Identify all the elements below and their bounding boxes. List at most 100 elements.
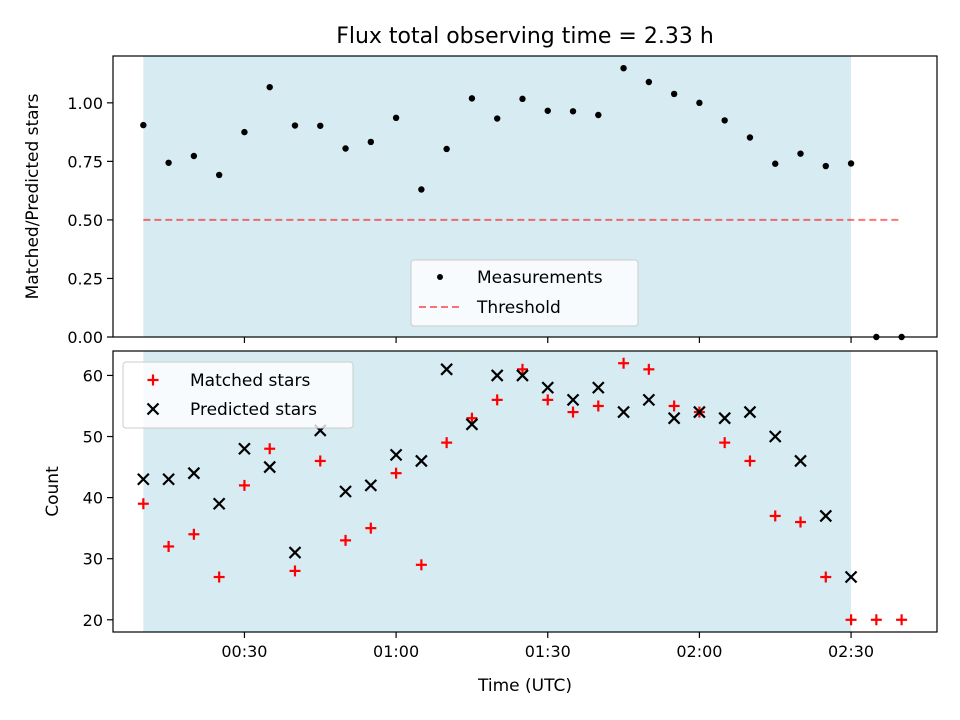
predicted-star-point [238,442,251,456]
matched-star-point [870,614,882,626]
matched-star-point [163,540,175,552]
measurement-point [670,90,678,98]
predicted-star-point-b [743,405,757,419]
top-legend-box [410,259,639,327]
legend-matched-glyph [147,374,159,386]
measurement-point [317,122,324,129]
matched-star-point [340,534,352,546]
predicted-star-point [137,473,150,486]
matched-star-point [264,443,276,455]
measurement-point [392,114,400,122]
legend-measurements-marker [437,274,443,280]
bottom-xtick-label: 01:30 [525,642,571,661]
measurement-point [266,83,273,91]
measurement-point [746,134,754,141]
predicted-star-point-b [642,393,656,407]
predicted-star-point-b [415,454,428,468]
bottom-xtick-label: 01:00 [373,642,419,661]
predicted-star-point-b [617,405,630,419]
predicted-star-point-b [794,454,807,468]
top-legend: Measurements Threshold [410,259,639,327]
bottom-x-axis-label: Time (UTC) [477,676,572,696]
measurement-point [544,107,551,114]
bottom-y-ticks: 20 30 40 50 60 [83,366,113,630]
measurement-point [696,99,703,107]
predicted-star-point [490,369,504,382]
predicted-star-point [389,448,403,462]
matched-star-point [719,437,731,449]
bottom-xtick-label: 02:30 [828,642,874,661]
predicted-star-point-b [667,411,681,425]
matched-star-point [769,510,781,522]
predicted-star-point [288,546,302,559]
measurement-point [645,78,653,86]
predicted-star-point-b [288,546,302,559]
matched-star-point [668,400,680,412]
predicted-star-point [667,411,681,425]
predicted-star-point [743,405,757,419]
measurement-point [418,186,425,193]
matched-star-point [542,394,554,406]
predicted-star-point-b [516,369,529,382]
predicted-star-point-b [263,460,276,474]
bottom-y-axis-label: Count [43,466,63,517]
measurement-point [847,160,855,167]
matched-star-point [289,565,301,577]
bottom-xtick-label: 00:30 [221,642,267,661]
matched-star-point [466,412,478,424]
legend-predicted-marker [146,402,160,416]
predicted-star-point [642,393,656,407]
legend-predicted-label: Predicted stars [190,400,317,420]
predicted-star-point-b [465,418,479,431]
measurement-point [367,138,375,146]
legend-matched-marker [147,374,159,386]
measurement-point [569,108,577,115]
measurement-point [468,95,476,102]
predicted-star-point [617,405,630,419]
bottom-axes-frame [112,350,938,633]
measurement-point [443,145,450,153]
matched-star-point [188,528,200,540]
top-axes-frame [112,55,938,338]
bottom-ytick-label: 40 [83,489,103,508]
predicted-star-point-b [768,430,782,443]
predicted-star-point [465,418,479,431]
top-ytick-label: 0.25 [67,269,103,288]
matched-star-point [415,559,427,571]
predicted-star-point [844,570,858,584]
matched-star-point [567,406,579,418]
predicted-star-point [794,454,807,468]
figure-title: Flux total observing time = 2.33 h [336,24,714,49]
measurement-point [493,115,501,122]
matched-star-point [820,571,832,583]
matched-star-point [365,522,377,534]
predicted-star-point [263,460,276,474]
bottom-xtick-label: 02:00 [676,642,722,661]
measurement-point [822,162,829,170]
legend-predicted-glyph [146,402,160,416]
predicted-star-point-b [137,473,150,486]
predicted-star-point [364,479,378,492]
matched-star-point [213,571,225,583]
measurement-point [721,117,728,124]
bottom-panel: 20 30 40 50 60 00:30 01:00 01:30 02:00 02:30 Cou… [43,350,938,696]
predicted-star-point [415,454,428,468]
predicted-star-point-b [389,448,403,462]
measurement-point [620,64,627,72]
matched-star-point [744,455,756,467]
top-x-ticks [243,337,852,343]
measurement-point [595,111,602,119]
predicted-star-point-b [440,363,453,376]
bottom-ytick-label: 20 [83,611,103,630]
bottom-x-ticks: 00:30 01:00 01:30 02:00 02:30 [221,632,874,661]
predicted-star-point-b [364,479,378,492]
legend-matched-label: Matched stars [190,371,310,391]
top-y-axis-label: Matched/Predicted stars [23,93,43,299]
predicted-star-point [516,369,529,382]
predicted-star-point-b [844,570,858,584]
matched-star-point [516,363,528,375]
matched-star-point [390,467,402,479]
legend-measurements-label: Measurements [477,268,603,288]
predicted-star-point [718,411,731,425]
predicted-stars-points [137,363,858,584]
